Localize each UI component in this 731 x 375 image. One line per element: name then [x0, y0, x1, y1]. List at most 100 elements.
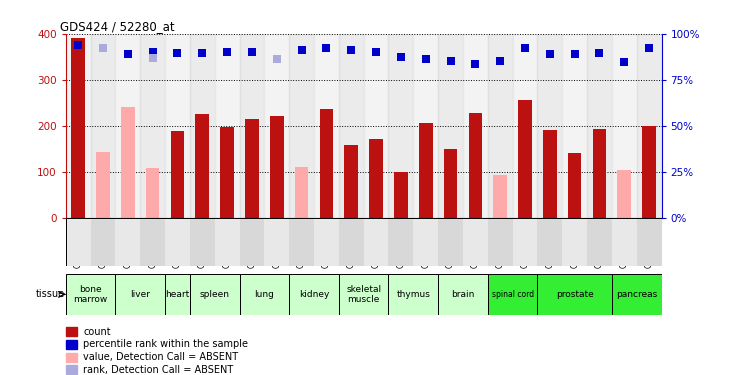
Text: spinal cord: spinal cord — [491, 290, 534, 299]
Bar — [170, 131, 184, 218]
Bar — [493, 175, 507, 217]
Bar — [190, 274, 240, 315]
Text: spleen: spleen — [200, 290, 230, 299]
Bar — [488, 34, 512, 218]
Bar — [66, 34, 91, 218]
Bar — [146, 168, 159, 217]
Text: value, Detection Call = ABSENT: value, Detection Call = ABSENT — [83, 352, 238, 362]
Text: tissue: tissue — [35, 290, 64, 299]
Bar — [270, 116, 284, 218]
Text: thymus: thymus — [396, 290, 431, 299]
Bar — [518, 100, 532, 218]
Bar — [388, 217, 413, 266]
Bar — [339, 274, 388, 315]
Bar — [612, 217, 637, 266]
Text: heart: heart — [165, 290, 189, 299]
Bar — [339, 34, 364, 218]
Bar — [512, 217, 537, 266]
Bar — [587, 34, 612, 218]
Bar — [587, 217, 612, 266]
Bar — [537, 34, 562, 218]
Bar — [568, 153, 581, 218]
Text: lung: lung — [254, 290, 274, 299]
Bar — [314, 34, 339, 218]
Bar — [66, 217, 91, 266]
Bar — [215, 217, 240, 266]
Bar — [488, 274, 537, 315]
Bar — [165, 217, 190, 266]
Bar — [364, 34, 388, 218]
Bar — [91, 34, 115, 218]
Bar — [220, 127, 234, 218]
Bar — [537, 217, 562, 266]
Bar — [115, 217, 140, 266]
Text: bone
marrow: bone marrow — [74, 285, 107, 304]
Bar — [190, 34, 215, 218]
Bar — [240, 34, 265, 218]
Bar — [463, 34, 488, 218]
Bar — [444, 148, 458, 217]
Bar — [115, 274, 165, 315]
Bar — [245, 119, 259, 218]
Bar — [91, 217, 115, 266]
Bar — [463, 217, 488, 266]
Bar — [438, 274, 488, 315]
Bar — [314, 217, 339, 266]
Bar — [537, 274, 612, 315]
Bar — [190, 217, 215, 266]
Bar — [289, 274, 339, 315]
Bar — [394, 172, 408, 217]
Text: pancreas: pancreas — [616, 290, 657, 299]
Text: skeletal
muscle: skeletal muscle — [346, 285, 382, 304]
Text: brain: brain — [451, 290, 474, 299]
Bar — [140, 217, 165, 266]
Bar — [195, 114, 209, 218]
Bar — [364, 217, 388, 266]
Text: count: count — [83, 327, 111, 337]
Text: rank, Detection Call = ABSENT: rank, Detection Call = ABSENT — [83, 365, 234, 375]
Text: GDS424 / 52280_at: GDS424 / 52280_at — [60, 20, 175, 33]
Bar — [121, 107, 135, 218]
Bar — [66, 353, 77, 362]
Bar — [165, 274, 190, 315]
Bar — [512, 34, 537, 218]
Bar — [543, 130, 557, 218]
Bar — [295, 167, 308, 218]
Bar — [488, 217, 512, 266]
Bar — [265, 217, 289, 266]
Bar — [96, 152, 110, 217]
Bar — [593, 129, 606, 218]
Bar — [339, 217, 364, 266]
Bar — [438, 34, 463, 218]
Bar — [72, 38, 85, 218]
Bar — [643, 126, 656, 218]
Bar — [66, 327, 77, 336]
Bar — [289, 217, 314, 266]
Bar — [419, 123, 433, 218]
Bar — [66, 274, 115, 315]
Bar — [66, 365, 77, 374]
Bar — [469, 113, 482, 218]
Bar — [319, 109, 333, 217]
Bar — [637, 34, 662, 218]
Bar — [413, 217, 438, 266]
Bar — [240, 217, 265, 266]
Bar — [265, 34, 289, 218]
Bar — [215, 34, 240, 218]
Bar — [165, 34, 190, 218]
Bar — [438, 217, 463, 266]
Bar — [289, 34, 314, 218]
Bar — [369, 139, 383, 218]
Bar — [413, 34, 438, 218]
Bar — [612, 274, 662, 315]
Bar — [115, 34, 140, 218]
Bar — [637, 217, 662, 266]
Bar — [66, 340, 77, 349]
Text: liver: liver — [130, 290, 151, 299]
Bar — [140, 34, 165, 218]
Bar — [388, 34, 413, 218]
Text: kidney: kidney — [299, 290, 329, 299]
Bar — [562, 34, 587, 218]
Text: percentile rank within the sample: percentile rank within the sample — [83, 339, 249, 350]
Bar — [562, 217, 587, 266]
